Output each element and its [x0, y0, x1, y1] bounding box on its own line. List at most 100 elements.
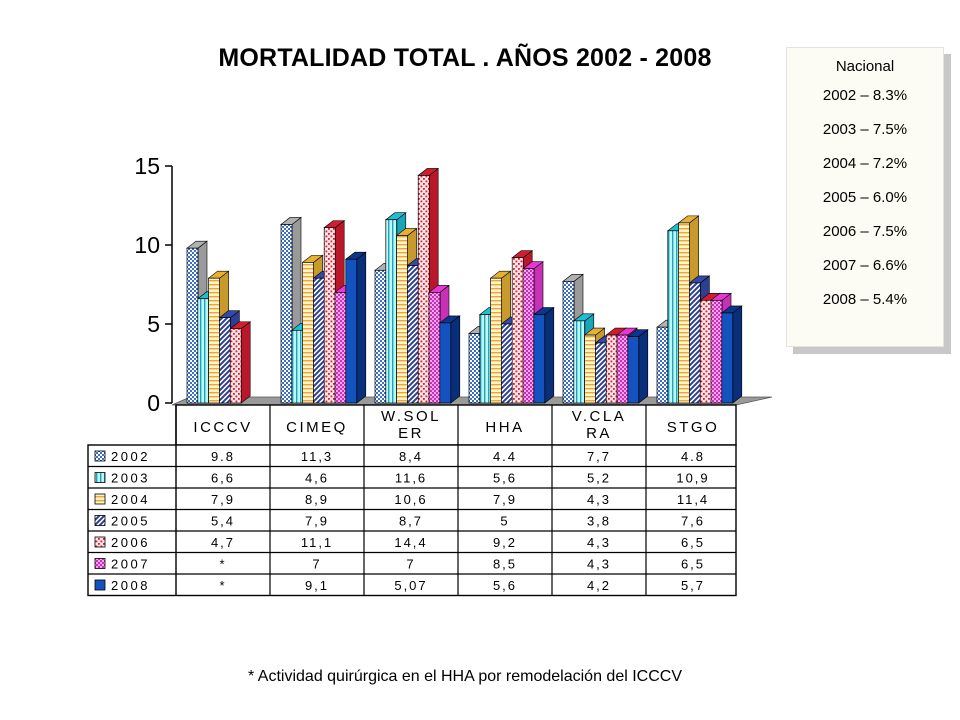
- y-tick-label-10: 10: [134, 232, 160, 258]
- bar-front: [374, 269, 387, 404]
- bar-front: [197, 298, 210, 404]
- bar-side: [638, 329, 649, 404]
- data-label-V.CLARA-2005: 3,8: [587, 514, 611, 529]
- data-label-V.CLARA-2002: 7,7: [587, 449, 611, 464]
- data-label-HHA-2007: 8,5: [493, 557, 517, 572]
- data-label-CIMEQ-2007: 7: [312, 557, 321, 572]
- data-label-HHA-2004: 7,9: [493, 492, 517, 507]
- bar-front: [573, 320, 586, 404]
- bar-front: [689, 282, 701, 404]
- nacional-line-2002: 2002 – 8.3%: [822, 87, 908, 104]
- data-label-ICCCV-2006: 4,7: [211, 535, 235, 550]
- nacional-heading: Nacional: [835, 58, 895, 75]
- bar-front: [501, 323, 513, 404]
- bar-front: [699, 299, 712, 404]
- legend-label-2005: 2005: [111, 514, 150, 529]
- bar-front: [417, 175, 430, 404]
- data-label-ICCCV-2003: 6,6: [211, 471, 235, 486]
- legend-label-2002: 2002: [111, 449, 150, 464]
- data-label-HHA-2002: 4.4: [493, 449, 517, 464]
- data-label-W.SOLER-2005: 8,7: [399, 514, 423, 529]
- data-label-ICCCV-2005: 5,4: [211, 514, 235, 529]
- nacional-box: Nacional 2002 – 8.3% 2003 – 7.5% 2004 – …: [786, 47, 944, 347]
- bar-side: [240, 321, 251, 404]
- legend-swatch-2007: [94, 558, 106, 569]
- bar-front: [302, 262, 314, 404]
- bar-front: [407, 265, 419, 404]
- data-label-W.SOLER-2006: 14,4: [394, 535, 427, 550]
- data-label-V.CLARA-2007: 4,3: [587, 557, 611, 572]
- bar-front: [721, 312, 734, 404]
- bar-front: [280, 224, 293, 404]
- data-label-STGO-2004: 11,4: [677, 492, 709, 507]
- data-label-V.CLARA-2006: 4,3: [587, 535, 611, 550]
- category-label-CIMEQ: CIMEQ: [286, 419, 348, 436]
- nacional-line-2008: 2008 – 5.4%: [822, 291, 908, 308]
- bar-front: [396, 235, 408, 404]
- data-label-V.CLARA-2008: 4,2: [587, 578, 611, 593]
- data-label-HHA-2008: 5,6: [493, 578, 517, 593]
- bar-front: [584, 334, 596, 404]
- bar-front: [428, 292, 441, 404]
- data-label-W.SOLER-2008: 5,07: [394, 578, 427, 593]
- data-label-STGO-2002: 4.8: [681, 449, 705, 464]
- y-tick-label-5: 5: [147, 311, 160, 337]
- bar-front: [219, 317, 231, 404]
- bar-front: [511, 257, 524, 404]
- data-label-CIMEQ-2005: 7,9: [305, 514, 329, 529]
- bar-front: [605, 334, 618, 404]
- legend-swatch-2004: [94, 493, 106, 505]
- category-header-row: [175, 404, 737, 446]
- data-label-ICCCV-2007: *: [219, 557, 226, 572]
- legend-swatch-2002: [94, 450, 106, 462]
- bar-front: [667, 230, 680, 404]
- bar-front: [186, 247, 199, 404]
- bar-front: [345, 258, 358, 404]
- bar-CIMEQ-2008: [344, 251, 367, 404]
- data-label-CIMEQ-2008: 9,1: [305, 578, 329, 593]
- bar-front: [229, 328, 242, 404]
- data-label-STGO-2005: 7,6: [681, 514, 705, 529]
- data-label-W.SOLER-2004: 10,6: [394, 492, 427, 507]
- footnote: * Actividad quirúrgica en el HHA por rem…: [248, 668, 682, 685]
- bar-front: [595, 342, 607, 404]
- bar-front: [291, 329, 304, 404]
- data-label-CIMEQ-2004: 8,9: [305, 492, 329, 507]
- data-label-STGO-2003: 10,9: [676, 471, 709, 486]
- legend-label-2004: 2004: [111, 492, 150, 507]
- bar-front: [208, 277, 220, 404]
- legend-swatch-2003: [94, 472, 106, 483]
- data-label-STGO-2007: 6,5: [681, 557, 705, 572]
- data-table-body: [87, 444, 737, 597]
- data-label-STGO-2006: 6,5: [681, 535, 705, 550]
- data-label-HHA-2006: 9,2: [493, 535, 517, 550]
- bar-ICCCV-2006: [229, 321, 252, 404]
- bar-side: [450, 315, 461, 404]
- data-label-ICCCV-2002: 9.8: [211, 449, 235, 464]
- category-label-HHA: HHA: [485, 419, 524, 436]
- data-label-STGO-2008: 5,7: [681, 578, 705, 593]
- data-label-HHA-2003: 5,6: [493, 471, 517, 486]
- nacional-line-2003: 2003 – 7.5%: [822, 121, 908, 138]
- category-label-W.SOLER: W.SOL ER: [381, 408, 441, 442]
- bar-front: [468, 333, 481, 404]
- bar-side: [356, 251, 367, 404]
- bar-front: [627, 336, 640, 404]
- bar-front: [313, 277, 325, 404]
- bar-side: [544, 306, 555, 404]
- nacional-line-2007: 2007 – 6.6%: [822, 257, 908, 274]
- data-label-CIMEQ-2002: 11,3: [301, 449, 333, 464]
- bar-front: [710, 299, 723, 404]
- legend-swatch-2006: [94, 536, 106, 548]
- data-label-W.SOLER-2002: 8,4: [399, 449, 423, 464]
- data-label-W.SOLER-2003: 11,6: [395, 471, 427, 486]
- data-label-ICCCV-2008: *: [219, 578, 226, 593]
- legend-label-2008: 2008: [111, 578, 150, 593]
- bar-front: [323, 227, 336, 404]
- y-tick-label-15: 15: [134, 153, 160, 179]
- bar-front: [490, 277, 502, 404]
- legend-label-2006: 2006: [111, 535, 150, 550]
- data-label-V.CLARA-2004: 4,3: [587, 492, 611, 507]
- data-label-CIMEQ-2006: 11,1: [301, 535, 333, 550]
